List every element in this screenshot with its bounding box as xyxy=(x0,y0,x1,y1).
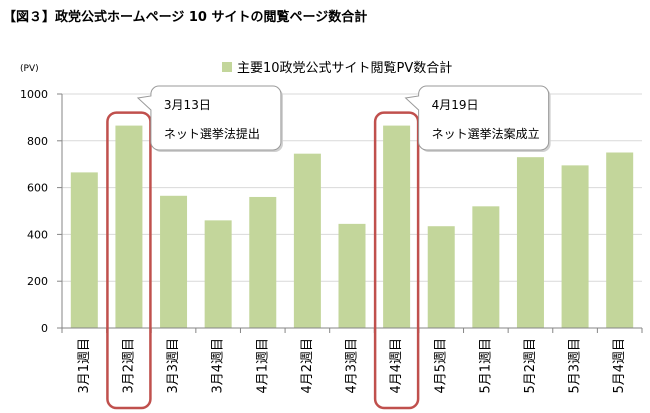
highlight-box xyxy=(106,111,152,410)
bar-3 xyxy=(160,195,188,328)
bar-12 xyxy=(561,165,589,328)
y-axis-label: (PV) xyxy=(20,64,39,74)
bar-8 xyxy=(383,125,411,328)
x-tick-label: 4月4週目 xyxy=(389,338,404,394)
x-tick-label: 3月1週目 xyxy=(77,338,92,394)
legend-label: 主要10政党公式サイト閲覧PV数合計 xyxy=(237,60,452,76)
x-tick-label: 4月2週目 xyxy=(300,338,315,394)
bar-5 xyxy=(249,196,277,328)
callout-event: ネット選挙法提出 xyxy=(164,126,260,141)
legend: 主要10政党公式サイト閲覧PV数合計 xyxy=(222,60,452,76)
bar-11 xyxy=(516,157,544,328)
x-tick-label: 5月4週目 xyxy=(612,338,627,394)
callout-date: 3月13日 xyxy=(164,98,211,112)
bar-9 xyxy=(427,226,455,328)
callout-box xyxy=(404,85,550,151)
bar-1 xyxy=(70,172,98,328)
bar-4 xyxy=(204,220,232,328)
x-tick-label: 4月1週目 xyxy=(255,338,270,394)
x-tick-label: 3月4週目 xyxy=(211,338,226,394)
bar-2 xyxy=(115,125,143,328)
y-tick-label: 0 xyxy=(41,322,48,335)
highlight-box xyxy=(373,111,420,410)
callout-box xyxy=(136,85,282,151)
bar-7 xyxy=(338,223,366,328)
y-tick-label: 800 xyxy=(27,135,48,148)
x-tick-label: 5月2週目 xyxy=(523,338,538,394)
y-tick-label: 600 xyxy=(27,182,48,195)
bar-series xyxy=(70,125,634,328)
x-tick-label: 4月5週目 xyxy=(434,338,449,394)
x-tick-label: 4月3週目 xyxy=(345,338,360,394)
x-tick-label: 5月3週目 xyxy=(568,338,583,394)
legend-swatch xyxy=(222,62,232,72)
x-tick-label: 5月1週目 xyxy=(478,338,493,394)
y-tick-label: 200 xyxy=(27,275,48,288)
y-tick-label: 1000 xyxy=(20,88,48,101)
bar-10 xyxy=(472,206,500,328)
x-tick-label: 3月2週目 xyxy=(121,338,136,394)
figure-title: 【図３】政党公式ホームページ 10 サイトの閲覧ページ数合計 xyxy=(3,10,368,25)
bar-13 xyxy=(606,152,634,328)
callout-date: 4月19日 xyxy=(432,98,479,112)
x-tick-label: 3月3週目 xyxy=(166,338,181,394)
y-tick-label: 400 xyxy=(27,228,48,241)
bar-6 xyxy=(293,153,321,328)
callout-event: ネット選挙法案成立 xyxy=(432,126,540,141)
